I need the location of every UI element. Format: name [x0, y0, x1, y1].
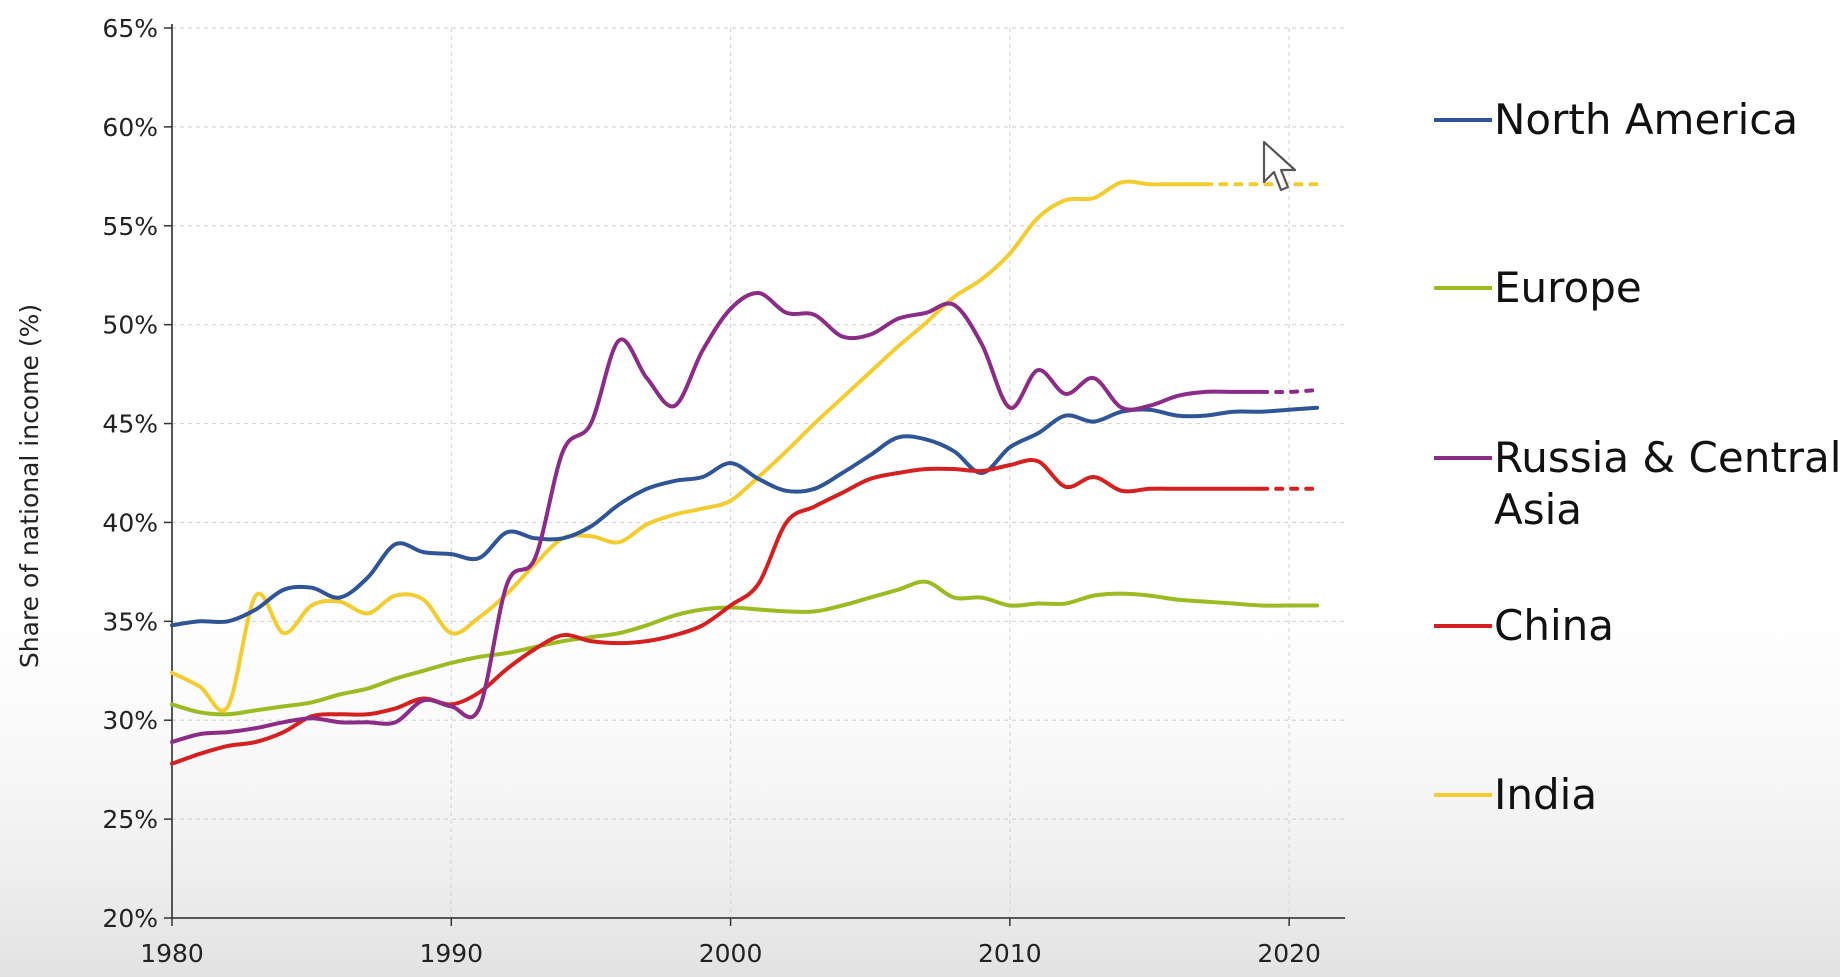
- legend-label-china: China: [1494, 601, 1614, 650]
- axes: [171, 24, 1345, 919]
- y-tick-label: 45%: [102, 410, 158, 439]
- x-tick-label: 2020: [1257, 939, 1321, 968]
- y-tick-label: 50%: [102, 311, 158, 340]
- y-axis-ticks: 20% 25% 30% 35% 40% 45% 50% 55% 60% 65%: [102, 14, 172, 933]
- y-tick-label: 25%: [102, 805, 158, 834]
- mouse-cursor-icon: [1262, 140, 1297, 192]
- y-tick-label: 35%: [102, 607, 158, 636]
- legend: North America Europe Russia & Central Asia C…: [1434, 95, 1840, 819]
- x-tick-label: 1990: [419, 939, 483, 968]
- series-line-north-america: [170, 405, 1320, 628]
- x-tick-label: 2010: [978, 939, 1042, 968]
- series-line-russia-central-asia: [170, 290, 1264, 744]
- series-line-europe: [170, 579, 1320, 717]
- x-tick-label: 2000: [699, 939, 763, 968]
- legend-label-europe: Europe: [1494, 263, 1642, 312]
- series-line-india: [170, 179, 1208, 713]
- y-tick-label: 60%: [102, 113, 158, 142]
- y-tick-label: 40%: [102, 508, 158, 537]
- grid-lines: [172, 27, 1345, 918]
- y-axis-label: Share of national income (%): [15, 304, 44, 668]
- legend-label-north-america: North America: [1494, 95, 1798, 144]
- series-line-china: [170, 457, 1264, 766]
- y-tick-label: 65%: [102, 14, 158, 43]
- y-tick-label: 30%: [102, 706, 158, 735]
- x-axis-ticks: 1980 1990 2000 2010 2020: [140, 918, 1321, 968]
- y-tick-label: 55%: [102, 212, 158, 241]
- series-lines: [170, 179, 1320, 766]
- legend-label-india: India: [1494, 770, 1597, 819]
- series-projection-russia-central-asia: [1259, 387, 1320, 395]
- y-tick-label: 20%: [102, 904, 158, 933]
- x-tick-label: 1980: [140, 939, 204, 968]
- legend-label-russia-central-asia: Russia & Central Asia: [1494, 433, 1840, 534]
